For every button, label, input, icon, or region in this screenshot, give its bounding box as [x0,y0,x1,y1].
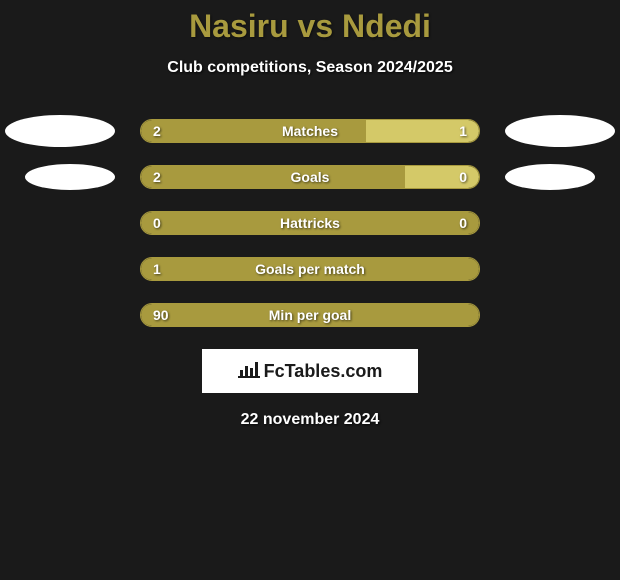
stat-row: 2 Goals 0 [0,165,620,189]
stat-label: Goals [291,169,330,185]
stat-label: Min per goal [269,307,351,323]
page-title: Nasiru vs Ndedi [0,8,620,45]
player-right-marker [505,164,595,190]
player-right-marker [505,115,615,147]
page-subtitle: Club competitions, Season 2024/2025 [0,59,620,77]
chart-icon [238,360,260,383]
bar-segment-left [141,166,405,188]
stat-value-left: 1 [153,261,161,277]
bar-segment-right [405,166,479,188]
stat-label: Matches [282,123,338,139]
stat-value-right: 0 [459,169,467,185]
stat-row: 1 Goals per match [0,257,620,281]
stat-label: Hattricks [280,215,340,231]
stat-bar: 2 Matches 1 [140,119,480,143]
player-left-marker [25,164,115,190]
stat-label: Goals per match [255,261,365,277]
stats-area: 2 Matches 1 2 Goals 0 0 Hattricks 0 1 Goals per ma… [0,119,620,327]
date-label: 22 november 2024 [0,411,620,429]
stat-value-left: 90 [153,307,169,323]
player-left-marker [5,115,115,147]
stat-bar: 2 Goals 0 [140,165,480,189]
stat-bar: 1 Goals per match [140,257,480,281]
stat-row: 2 Matches 1 [0,119,620,143]
stat-value-left: 2 [153,169,161,185]
stat-value-right: 1 [459,123,467,139]
logo-box[interactable]: FcTables.com [202,349,418,393]
stat-value-left: 2 [153,123,161,139]
stat-value-left: 0 [153,215,161,231]
stat-bar: 90 Min per goal [140,303,480,327]
stat-bar: 0 Hattricks 0 [140,211,480,235]
comparison-container: Nasiru vs Ndedi Club competitions, Seaso… [0,0,620,429]
stat-row: 0 Hattricks 0 [0,211,620,235]
stat-row: 90 Min per goal [0,303,620,327]
logo-text: FcTables.com [264,361,383,382]
stat-value-right: 0 [459,215,467,231]
